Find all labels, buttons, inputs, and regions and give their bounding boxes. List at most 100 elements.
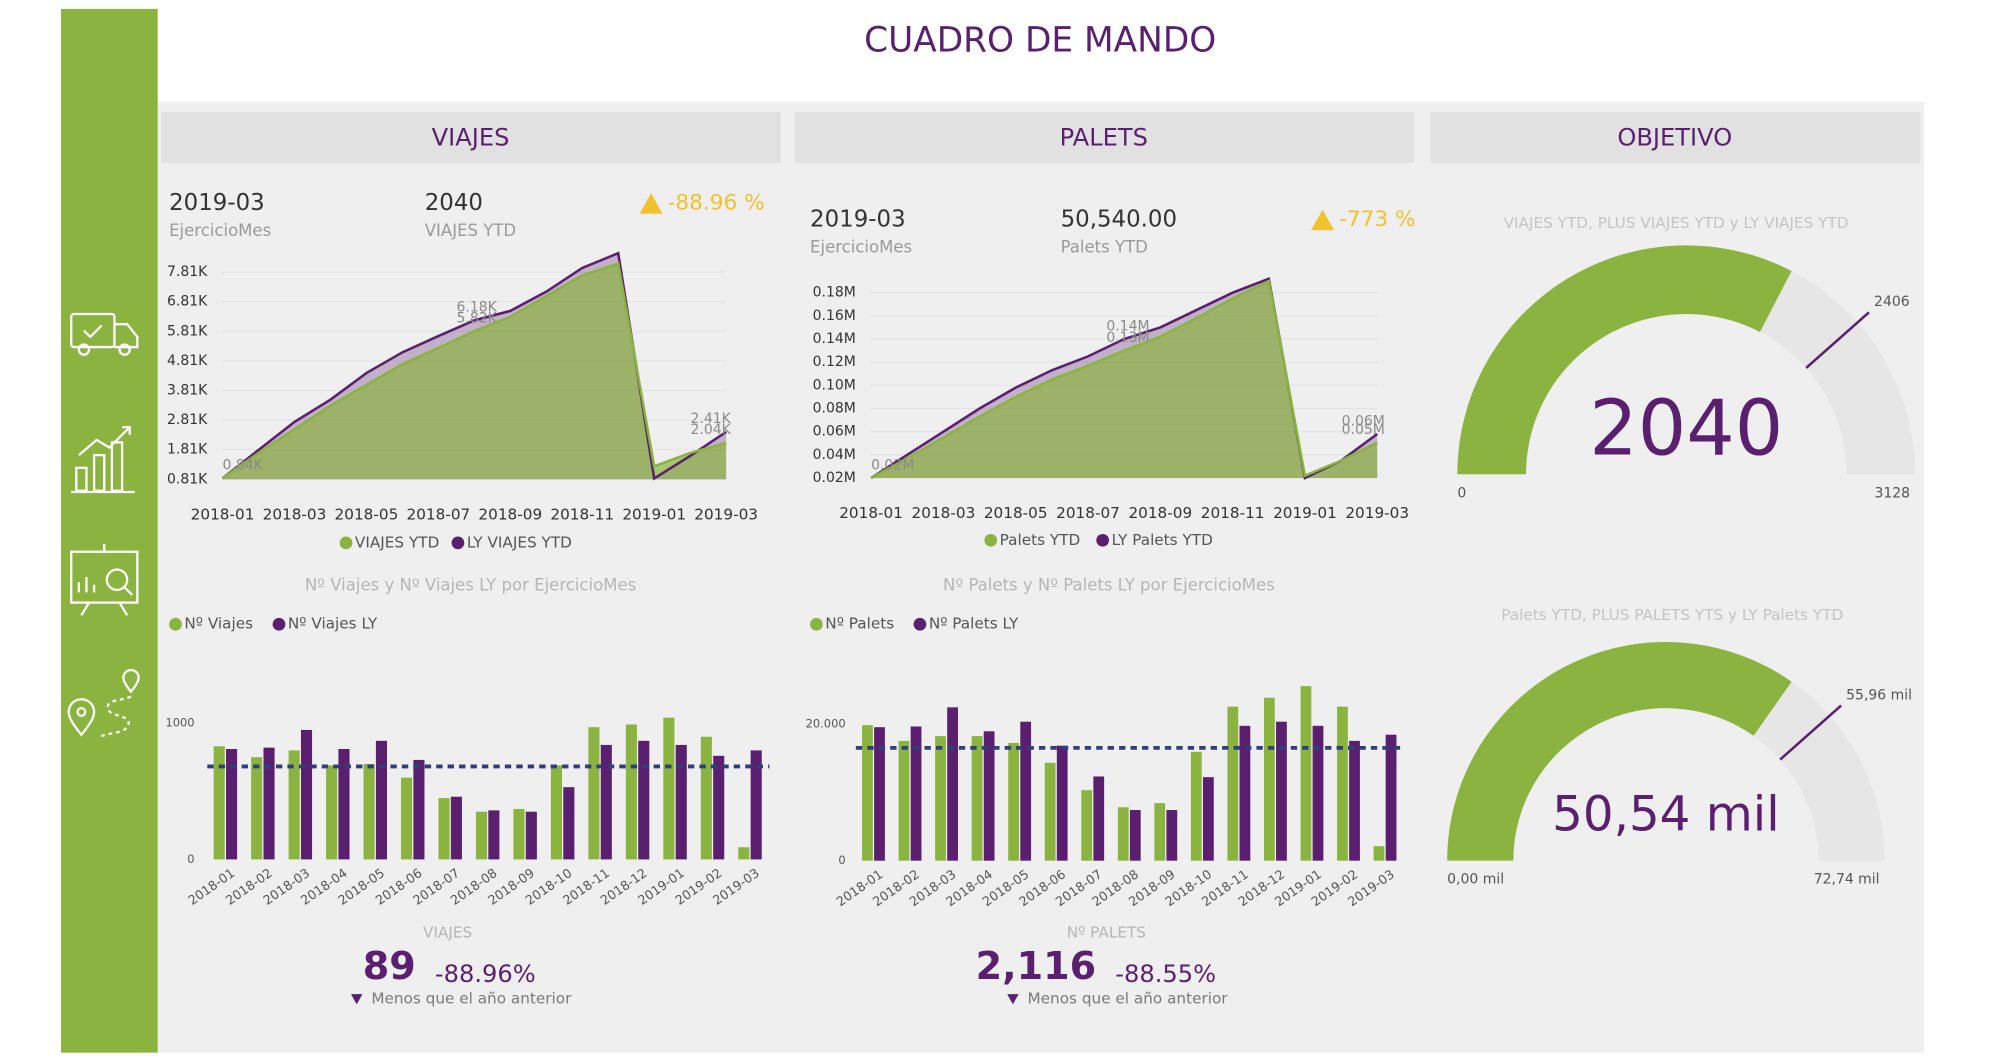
y-tick-label: 4.81K — [167, 353, 208, 369]
x-tick-label: 2018-03 — [263, 505, 327, 523]
data-label: 0.06M — [1342, 413, 1385, 429]
chart-title: Nº Palets y Nº Palets LY por EjercicioMe… — [943, 576, 1275, 595]
bar — [326, 765, 338, 860]
gauge-title: VIAJES YTD, PLUS VIAJES YTD y LY VIAJES … — [1504, 214, 1849, 232]
y-tick-label: 0.06M — [813, 424, 856, 440]
x-tick-label: 2018-07 — [1056, 504, 1120, 522]
x-tick-label: 2019-03 — [694, 505, 758, 523]
y-tick-label: 1000 — [165, 716, 194, 730]
gauge-target — [1779, 704, 1842, 761]
y-tick-label: 2.81K — [167, 412, 208, 428]
summary-label: VIAJES — [423, 924, 472, 942]
bar — [625, 724, 637, 860]
x-tick-label: 2018-03 — [912, 504, 976, 522]
bar — [738, 847, 750, 860]
legend-label: Nº Palets LY — [929, 615, 1019, 633]
y-tick-label: 0.16M — [813, 308, 856, 324]
card-total-label: Palets YTD — [1061, 237, 1148, 256]
sidebar — [61, 8, 158, 1053]
bar — [1385, 734, 1397, 861]
bar — [1312, 725, 1324, 861]
bar — [263, 747, 275, 860]
summary-note: Menos que el año anterior — [1028, 990, 1229, 1008]
bar — [713, 755, 725, 860]
legend-marker — [339, 536, 353, 550]
bar — [1300, 686, 1312, 861]
y-tick-label: 1.81K — [167, 442, 208, 458]
x-tick-label: 2018-11 — [1201, 504, 1265, 522]
card-total: 2040 — [425, 190, 483, 216]
bar — [413, 759, 425, 860]
bar — [513, 808, 525, 860]
warning-icon — [639, 193, 663, 214]
x-tick-label: 2018-01 — [839, 504, 903, 522]
legend-marker — [810, 617, 823, 631]
x-tick-label: 2018-09 — [478, 505, 542, 523]
card-change: -88.96 % — [668, 190, 765, 215]
bar — [213, 746, 225, 860]
gauge-max-label: 72,74 mil — [1814, 872, 1880, 888]
bar — [700, 736, 712, 860]
card-total-label: VIAJES YTD — [425, 221, 516, 240]
gauge-target-label: 55,96 mil — [1846, 687, 1912, 703]
y-tick-label: 20.000 — [806, 716, 846, 730]
chart-title: Nº Viajes y Nº Viajes LY por EjercicioMe… — [305, 576, 636, 595]
bar — [947, 707, 958, 861]
summary-value: 2,116 — [976, 944, 1097, 988]
bar — [1202, 777, 1214, 861]
summary-change: -88.96% — [435, 960, 536, 988]
card-change: -773 % — [1339, 207, 1415, 232]
card-period: 2019-03 — [169, 190, 265, 216]
y-tick-label: 5.81K — [167, 323, 208, 339]
data-label: 0.13M — [1106, 330, 1149, 346]
bar — [1239, 725, 1251, 861]
truck-icon[interactable] — [70, 312, 139, 356]
bar — [663, 717, 675, 860]
gauge-fill — [1447, 642, 1792, 861]
data-label: 5.82K — [457, 310, 498, 326]
legend-label: Nº Palets — [825, 615, 894, 633]
bar — [550, 765, 562, 860]
bar — [525, 811, 537, 860]
bar — [1020, 721, 1032, 861]
series-area — [222, 263, 727, 480]
card-period: 2019-03 — [810, 206, 906, 232]
x-tick-label: 2019-01 — [622, 505, 686, 523]
x-tick-label: 2019-01 — [1273, 504, 1337, 522]
section-title: OBJETIVO — [1617, 124, 1732, 152]
data-label: 0.84K — [223, 458, 264, 474]
summary-label: Nº PALETS — [1067, 924, 1146, 942]
route-icon[interactable] — [67, 668, 140, 739]
section-title: PALETS — [1060, 124, 1148, 152]
legend-marker — [984, 533, 998, 547]
bar — [375, 740, 388, 860]
bar — [475, 811, 488, 860]
section-header — [1430, 111, 1921, 163]
down-icon — [350, 994, 363, 1005]
x-tick-label: 2018-11 — [550, 505, 614, 523]
gauge-target-label: 2406 — [1874, 294, 1910, 310]
summary-value: 89 — [363, 944, 416, 988]
bar — [1129, 810, 1141, 861]
bar — [1166, 810, 1178, 861]
section-title: VIAJES — [432, 124, 510, 152]
analysis-icon[interactable] — [70, 544, 139, 616]
bar — [1008, 742, 1020, 861]
bar — [488, 810, 500, 860]
bar — [935, 736, 946, 861]
legend-label: Nº Viajes LY — [288, 615, 378, 633]
bar — [300, 729, 313, 860]
bar — [338, 749, 350, 860]
growth-icon[interactable] — [71, 426, 135, 494]
data-label: 6.18K — [457, 300, 498, 316]
bar — [1044, 762, 1056, 861]
bar — [251, 757, 263, 860]
legend-label: VIAJES YTD — [355, 533, 439, 551]
data-label: 2.04K — [691, 422, 732, 438]
gauge-max-label: 3128 — [1875, 485, 1911, 501]
y-tick-label: 0.10M — [813, 377, 856, 393]
bar — [1093, 776, 1105, 861]
bar — [1081, 790, 1093, 861]
bar — [1190, 751, 1202, 861]
